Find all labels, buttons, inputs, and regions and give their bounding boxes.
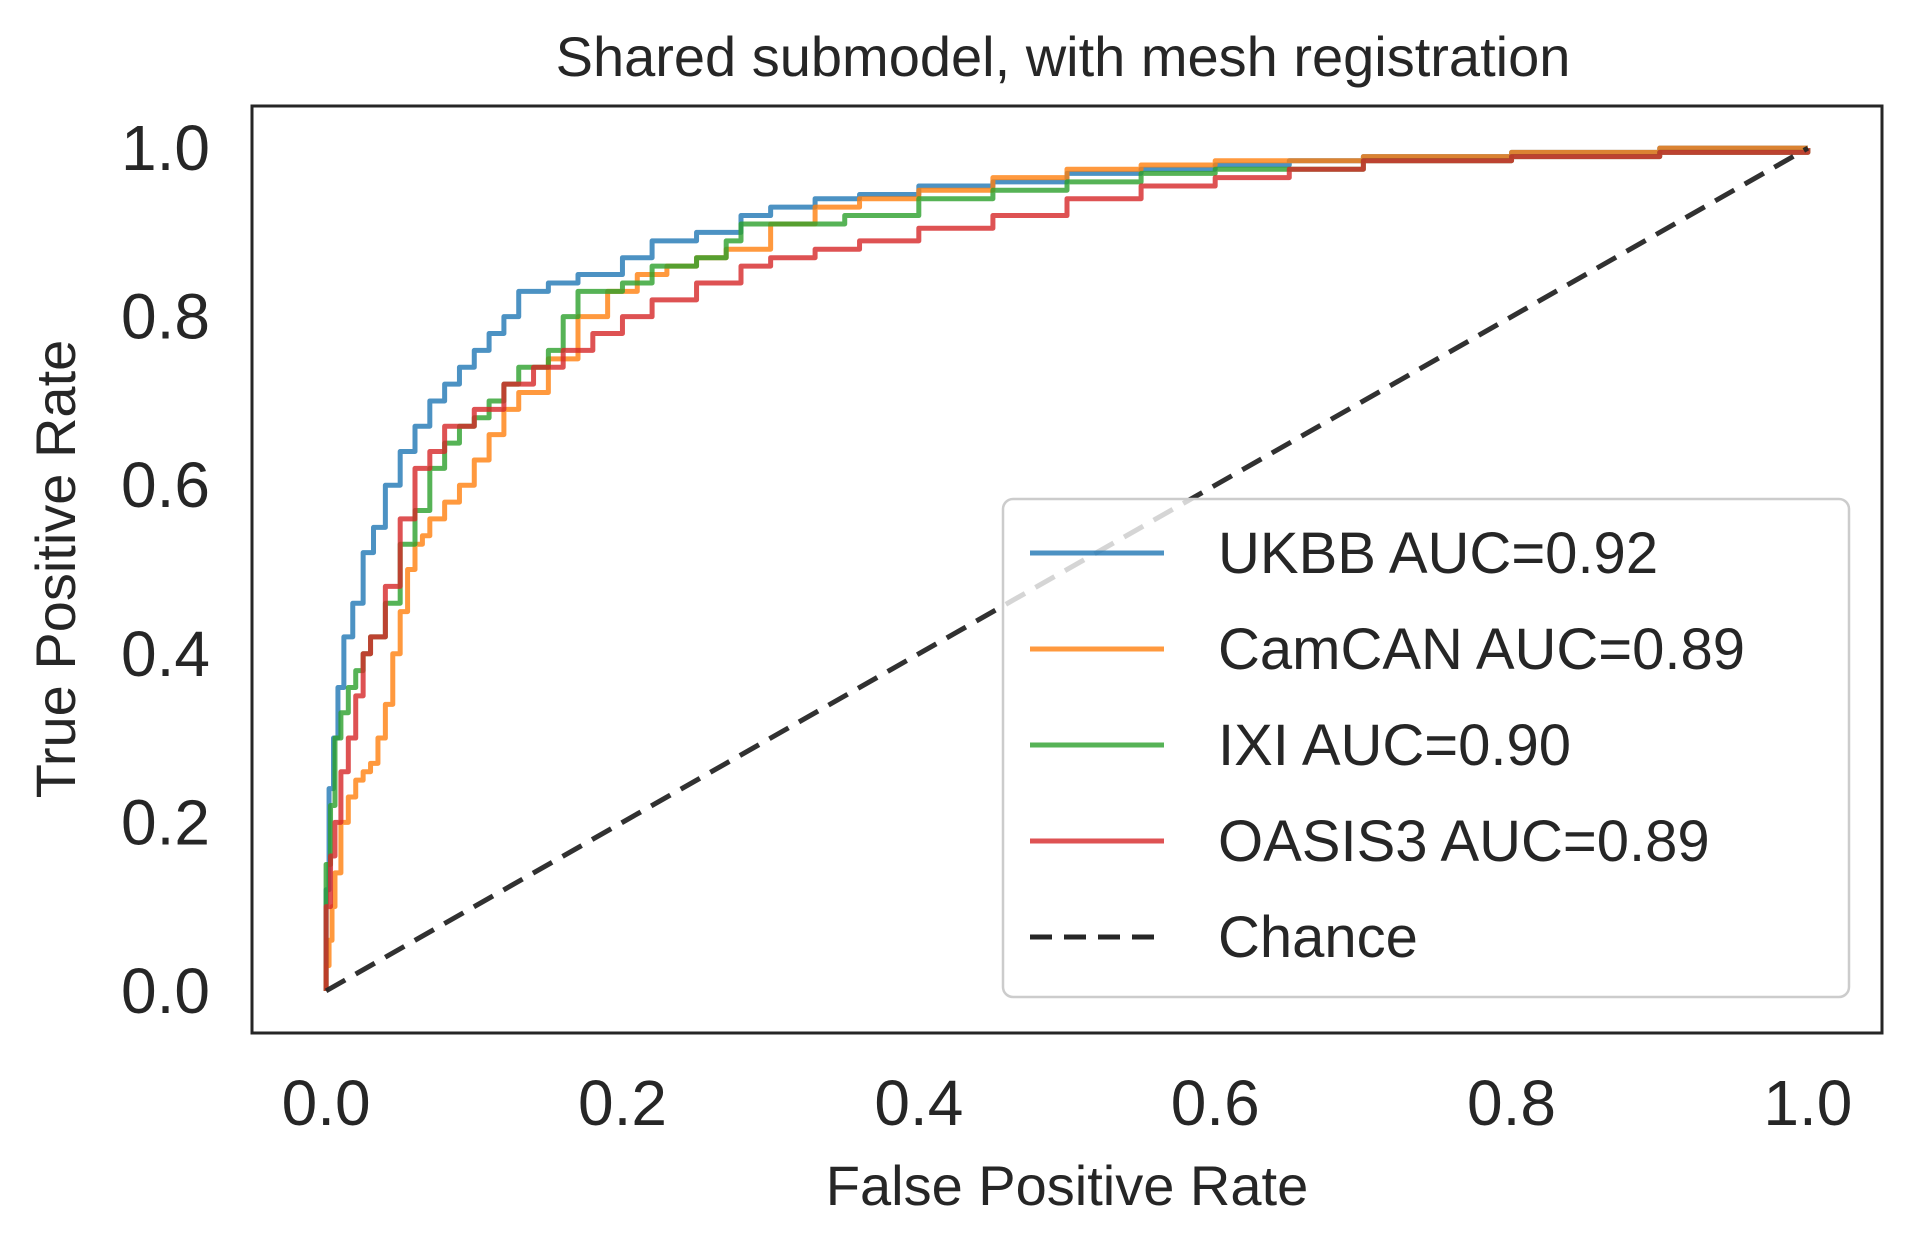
chart-title: Shared submodel, with mesh registration bbox=[556, 25, 1571, 88]
legend-label-2: IXI AUC=0.90 bbox=[1218, 713, 1571, 778]
y-tick-label: 1.0 bbox=[121, 112, 210, 184]
x-axis-label: False Positive Rate bbox=[826, 1154, 1308, 1217]
x-tick-label: 0.2 bbox=[578, 1067, 667, 1139]
y-tick-labels: 0.0 0.2 0.4 0.6 0.8 1.0 bbox=[121, 112, 210, 1027]
series-line-1 bbox=[323, 145, 1808, 991]
y-axis-label: True Positive Rate bbox=[24, 340, 87, 799]
y-tick-label: 0.4 bbox=[121, 618, 210, 690]
legend-box bbox=[1001, 497, 1851, 999]
x-tick-label: 0.8 bbox=[1467, 1067, 1556, 1139]
legend-label-4: Chance bbox=[1218, 905, 1418, 970]
y-tick-label: 0.8 bbox=[121, 281, 210, 353]
x-tick-label: 1.0 bbox=[1763, 1067, 1852, 1139]
legend-label-1: CamCAN AUC=0.89 bbox=[1218, 617, 1745, 682]
series-line-3 bbox=[323, 148, 1811, 991]
legend-label-3: OASIS3 AUC=0.89 bbox=[1218, 809, 1710, 874]
plot-frame bbox=[250, 104, 1884, 1035]
legend: UKBB AUC=0.92 CamCAN AUC=0.89 IXI AUC=0.90… bbox=[1001, 497, 1851, 999]
x-tick-label: 0.0 bbox=[282, 1067, 371, 1139]
y-tick-label: 0.2 bbox=[121, 786, 210, 858]
x-tick-label: 0.6 bbox=[1171, 1067, 1260, 1139]
legend-items: UKBB AUC=0.92 CamCAN AUC=0.89 IXI AUC=0.90… bbox=[1030, 521, 1745, 970]
y-tick-label: 0.6 bbox=[121, 449, 210, 521]
x-tick-labels: 0.0 0.2 0.4 0.6 0.8 1.0 bbox=[282, 1067, 1853, 1139]
legend-label-0: UKBB AUC=0.92 bbox=[1218, 521, 1658, 586]
y-tick-label: 0.0 bbox=[121, 955, 210, 1027]
x-tick-label: 0.4 bbox=[874, 1067, 963, 1139]
